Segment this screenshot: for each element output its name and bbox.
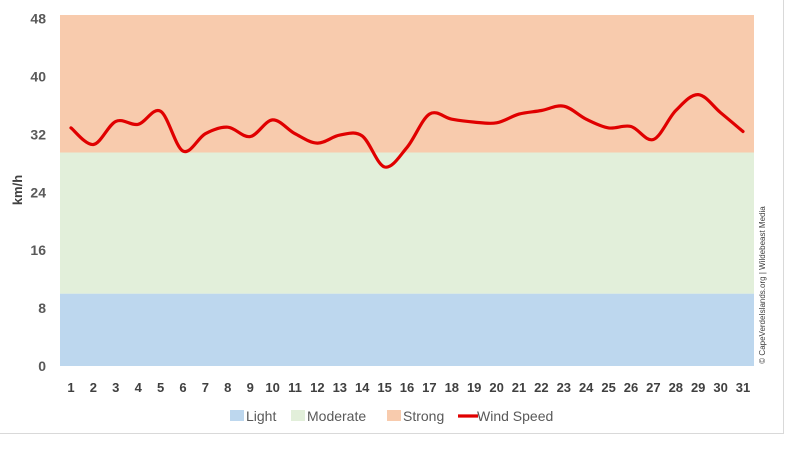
x-tick-label: 19 bbox=[467, 380, 481, 395]
x-tick-label: 25 bbox=[601, 380, 615, 395]
legend-swatch bbox=[387, 410, 401, 421]
x-tick-label: 12 bbox=[310, 380, 324, 395]
band-moderate bbox=[60, 152, 754, 294]
legend-item-light: Light bbox=[230, 408, 276, 424]
x-tick-label: 14 bbox=[355, 380, 370, 395]
x-tick-label: 18 bbox=[445, 380, 459, 395]
x-tick-label: 28 bbox=[669, 380, 683, 395]
legend-swatch bbox=[291, 410, 305, 421]
copyright-credit: © CapeVerdeIslands.org | Wildebeast Medi… bbox=[758, 206, 767, 364]
legend-item-strong: Strong bbox=[387, 408, 444, 424]
x-tick-label: 23 bbox=[557, 380, 571, 395]
legend-label: Moderate bbox=[307, 408, 366, 424]
y-tick-label: 24 bbox=[30, 184, 46, 200]
x-tick-label: 5 bbox=[157, 380, 164, 395]
x-tick-label: 9 bbox=[247, 380, 254, 395]
y-tick-label: 40 bbox=[30, 69, 46, 85]
x-tick-label: 31 bbox=[736, 380, 750, 395]
x-tick-label: 11 bbox=[288, 380, 302, 395]
legend-label: Light bbox=[246, 408, 276, 424]
x-tick-label: 6 bbox=[179, 380, 186, 395]
y-tick-label: 16 bbox=[30, 242, 46, 258]
x-tick-label: 30 bbox=[713, 380, 727, 395]
x-tick-label: 1 bbox=[67, 380, 74, 395]
x-tick-label: 10 bbox=[265, 380, 279, 395]
band-strong bbox=[60, 15, 754, 153]
x-tick-label: 20 bbox=[489, 380, 503, 395]
x-tick-label: 16 bbox=[400, 380, 414, 395]
x-tick-label: 15 bbox=[377, 380, 391, 395]
y-axis-ticks: 0 8 16 24 32 40 48 bbox=[30, 11, 46, 374]
x-tick-label: 29 bbox=[691, 380, 705, 395]
x-tick-label: 2 bbox=[90, 380, 97, 395]
legend-label: Wind Speed bbox=[477, 408, 553, 424]
series-lines bbox=[69, 93, 745, 169]
x-tick-label: 26 bbox=[624, 380, 638, 395]
series-line-wind-speed bbox=[69, 93, 745, 169]
legend-label: Strong bbox=[403, 408, 444, 424]
legend: Light Moderate Strong Wind Speed bbox=[230, 408, 553, 424]
x-tick-label: 13 bbox=[333, 380, 347, 395]
x-tick-label: 7 bbox=[202, 380, 209, 395]
x-tick-label: 4 bbox=[135, 380, 143, 395]
legend-swatch bbox=[230, 410, 244, 421]
y-tick-label: 48 bbox=[30, 11, 46, 27]
x-axis-ticks: 1 2 3 4 5 6 7 8 9 10 11 12 13 14 15 16 17 18 19 20 21 22 23 24 2… bbox=[67, 380, 750, 395]
x-tick-label: 24 bbox=[579, 380, 594, 395]
legend-item-wind-speed: Wind Speed bbox=[458, 408, 553, 424]
y-tick-label: 0 bbox=[38, 358, 46, 374]
x-tick-label: 8 bbox=[224, 380, 231, 395]
y-axis-title: km/h bbox=[10, 175, 25, 205]
y-tick-label: 32 bbox=[30, 126, 46, 142]
x-tick-label: 17 bbox=[422, 380, 436, 395]
legend-item-moderate: Moderate bbox=[291, 408, 366, 424]
band-light bbox=[60, 293, 754, 366]
wind-bands bbox=[60, 15, 754, 366]
x-tick-label: 3 bbox=[112, 380, 119, 395]
x-tick-label: 27 bbox=[646, 380, 660, 395]
x-tick-label: 22 bbox=[534, 380, 548, 395]
y-tick-label: 8 bbox=[38, 300, 46, 316]
chart-frame bbox=[0, 0, 784, 434]
x-tick-label: 21 bbox=[512, 380, 526, 395]
